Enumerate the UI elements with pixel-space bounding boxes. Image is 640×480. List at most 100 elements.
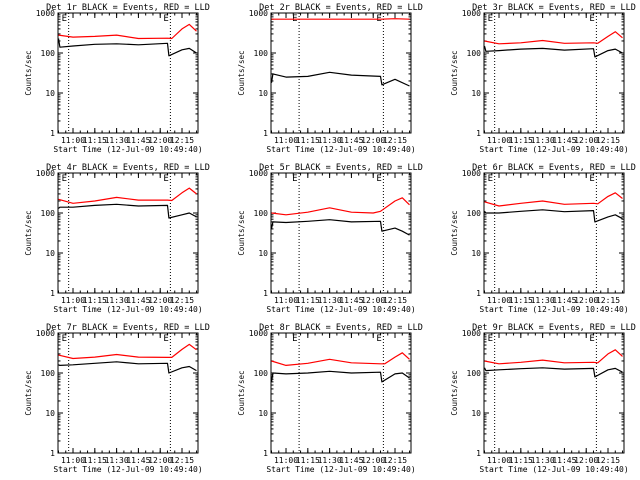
x-tick-label: 11:30 (105, 296, 129, 305)
lld-series-line (58, 343, 197, 360)
x-axis-label: Start Time (12-Jul-09 10:49:40) (479, 305, 628, 314)
y-tick-label: 10 (471, 89, 481, 98)
y-tick-label: 1000 (462, 329, 481, 338)
x-tick-label: 12:00 (361, 456, 385, 465)
y-axis-label: Counts/sec (450, 370, 459, 415)
plot-frame (270, 12, 412, 134)
x-tick-label: 11:30 (531, 136, 555, 145)
y-tick-label: 1000 (249, 9, 268, 18)
y-axis-label: Counts/sec (237, 370, 246, 415)
y-tick-label: 1000 (462, 9, 481, 18)
y-tick-label: 10 (45, 89, 55, 98)
y-tick-label: 1000 (462, 169, 481, 178)
events-series-line (483, 45, 623, 58)
y-tick-label: 10 (471, 249, 481, 258)
y-tick-label: 1000 (36, 9, 55, 18)
y-axis-label: Counts/sec (237, 50, 246, 95)
x-tick-label: 12:00 (148, 136, 172, 145)
x-tick-label: 11:00 (274, 456, 298, 465)
panel-title: Det 4r BLACK = Events, RED = LLD (46, 163, 210, 173)
x-tick-label: 12:00 (574, 456, 598, 465)
detector-panel-2: Det 2r BLACK = Events, RED = LLD 1 10 100 10… (237, 3, 423, 154)
plot-frame (57, 12, 199, 134)
y-tick-label: 10 (258, 249, 268, 258)
events-series-line (57, 38, 197, 57)
marker-e-label: E (589, 14, 594, 24)
y-tick-label: 1 (476, 129, 481, 138)
detector-panel-3: Det 3r BLACK = Events, RED = LLD 1 10 100 10… (450, 3, 636, 154)
x-tick-label: 12:15 (170, 456, 194, 465)
panel-title: Det 8r BLACK = Events, RED = LLD (259, 323, 423, 333)
y-tick-label: 100 (254, 209, 269, 218)
lld-series-line (484, 349, 623, 365)
x-tick-label: 11:15 (83, 296, 107, 305)
y-tick-label: 100 (467, 209, 482, 218)
x-axis-label: Start Time (12-Jul-09 10:49:40) (266, 145, 415, 154)
marker-e-label: E (163, 334, 168, 344)
lld-series-line (484, 192, 623, 207)
detector-panel-6: Det 6r BLACK = Events, RED = LLD 1 10 100 10… (450, 163, 636, 314)
events-series-line (270, 370, 410, 383)
y-tick-label: 1 (263, 449, 268, 458)
lld-series-line (58, 23, 197, 40)
x-tick-label: 11:00 (487, 456, 511, 465)
x-tick-label: 12:00 (148, 296, 172, 305)
y-tick-label: 1000 (249, 329, 268, 338)
panel-title: Det 2r BLACK = Events, RED = LLD (259, 3, 423, 13)
marker-e-label: E (488, 334, 493, 344)
y-tick-label: 1000 (249, 169, 268, 178)
panel-title: Det 7r BLACK = Events, RED = LLD (46, 323, 210, 333)
x-tick-label: 11:30 (531, 456, 555, 465)
marker-e-label: E (589, 334, 594, 344)
detector-panel-8: Det 8r BLACK = Events, RED = LLD 1 10 100 10… (237, 323, 423, 474)
y-tick-label: 1000 (36, 169, 55, 178)
y-tick-label: 100 (41, 369, 56, 378)
x-tick-label: 12:15 (596, 136, 620, 145)
x-tick-label: 11:15 (296, 456, 320, 465)
marker-e-label: E (292, 174, 297, 184)
detector-panel-5: Det 5r BLACK = Events, RED = LLD 1 10 100 10… (237, 163, 423, 314)
x-tick-label: 12:15 (170, 136, 194, 145)
y-axis-label: Counts/sec (450, 210, 459, 255)
y-tick-label: 1 (263, 289, 268, 298)
x-tick-label: 11:00 (487, 296, 511, 305)
x-tick-label: 11:45 (339, 296, 363, 305)
x-tick-label: 12:15 (383, 136, 407, 145)
x-tick-label: 12:00 (361, 296, 385, 305)
marker-e-label: E (376, 174, 381, 184)
lld-series-line (271, 197, 410, 216)
x-tick-label: 12:00 (574, 296, 598, 305)
lld-series-line (484, 31, 623, 45)
x-tick-label: 12:15 (596, 296, 620, 305)
events-series-line (58, 361, 197, 374)
events-series-line (270, 71, 410, 87)
x-tick-label: 12:15 (383, 296, 407, 305)
marker-e-label: E (376, 334, 381, 344)
y-tick-label: 100 (41, 49, 56, 58)
x-tick-label: 11:45 (339, 136, 363, 145)
y-axis-label: Counts/sec (237, 210, 246, 255)
detector-panel-7: Det 7r BLACK = Events, RED = LLD 1 10 100 10… (24, 323, 210, 474)
x-tick-label: 11:30 (318, 296, 342, 305)
y-tick-label: 10 (45, 249, 55, 258)
y-tick-label: 100 (41, 209, 56, 218)
y-tick-label: 100 (467, 49, 482, 58)
x-tick-label: 11:45 (552, 456, 576, 465)
panel-title: Det 3r BLACK = Events, RED = LLD (472, 3, 636, 13)
y-tick-label: 1 (476, 289, 481, 298)
x-tick-label: 12:15 (170, 296, 194, 305)
panel-title: Det 9r BLACK = Events, RED = LLD (472, 323, 636, 333)
x-tick-label: 11:45 (339, 456, 363, 465)
x-tick-label: 11:15 (296, 136, 320, 145)
x-tick-label: 11:30 (105, 136, 129, 145)
x-tick-label: 11:45 (126, 136, 150, 145)
plot-frame (270, 172, 412, 294)
events-series-line (270, 219, 410, 236)
x-axis-label: Start Time (12-Jul-09 10:49:40) (53, 465, 202, 474)
y-tick-label: 100 (254, 49, 269, 58)
x-tick-label: 12:00 (361, 136, 385, 145)
plot-frame (483, 172, 625, 294)
events-series-line (483, 367, 623, 378)
y-axis-label: Counts/sec (24, 370, 33, 415)
